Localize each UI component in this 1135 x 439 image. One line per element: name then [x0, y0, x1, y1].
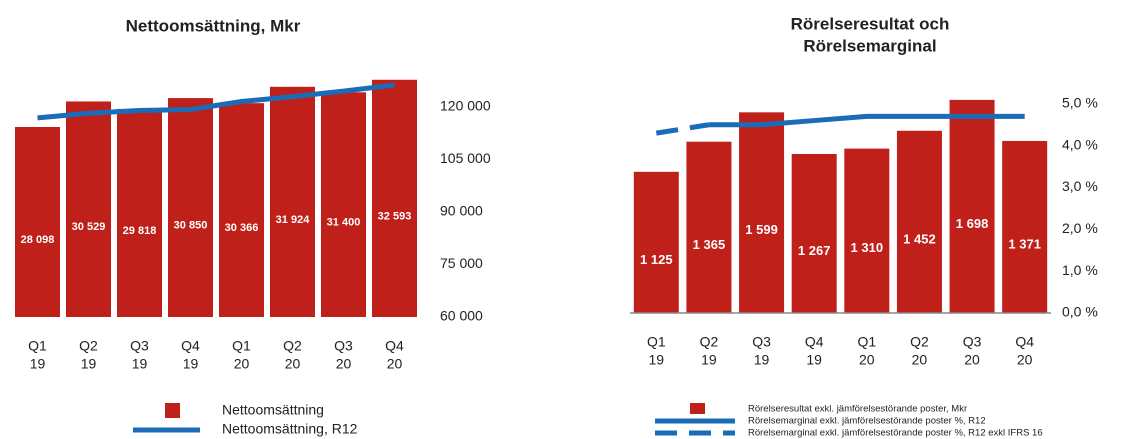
- x-tick-label: 19: [806, 352, 822, 368]
- x-tick-label: 19: [754, 352, 770, 368]
- chart-title: Nettoomsättning, Mkr: [126, 16, 301, 35]
- bar-value-label: 1 371: [1008, 236, 1041, 251]
- bar-value-label: 30 366: [225, 222, 259, 234]
- bar: [219, 103, 264, 317]
- x-tick-label: Q4: [181, 338, 200, 354]
- x-tick-label: Q3: [334, 338, 353, 354]
- legend-label: Rörelsemarginal exkl. jämförelsestörande…: [748, 428, 1043, 439]
- bar: [686, 141, 732, 313]
- chart-title: Rörelsemarginal: [803, 36, 936, 55]
- y2-tick-label: 105 000: [440, 150, 491, 166]
- y2-tick-label: 1,0 %: [1062, 262, 1098, 278]
- y2-tick-label: 75 000: [440, 255, 483, 271]
- legend-label: Nettoomsättning: [222, 402, 324, 418]
- x-tick-label: 20: [387, 356, 403, 372]
- legend-label: Rörelseresultat exkl. jämförelsestörande…: [748, 404, 967, 415]
- x-tick-label: 20: [964, 352, 980, 368]
- x-tick-label: Q3: [130, 338, 149, 354]
- bar-value-label: 1 599: [745, 222, 778, 237]
- bar: [66, 101, 111, 318]
- bar-value-label: 32 593: [378, 210, 412, 222]
- x-tick-label: 19: [81, 356, 97, 372]
- bar-value-label: 30 529: [72, 221, 106, 233]
- x-tick-label: Q4: [385, 338, 404, 354]
- bar: [949, 99, 995, 313]
- chart-title: Rörelseresultat och: [791, 14, 950, 33]
- y2-tick-label: 60 000: [440, 308, 483, 324]
- line-series: [708, 113, 1025, 128]
- bar-value-label: 30 850: [174, 219, 208, 231]
- x-tick-label: 19: [701, 352, 717, 368]
- bar: [372, 79, 417, 317]
- bar: [633, 171, 679, 313]
- bar: [15, 126, 60, 317]
- y2-tick-label: 90 000: [440, 203, 483, 219]
- bar-value-label: 1 267: [798, 243, 831, 258]
- x-tick-label: 20: [234, 356, 250, 372]
- x-tick-label: Q3: [752, 334, 771, 350]
- x-tick-label: 19: [30, 356, 46, 372]
- bar: [321, 92, 366, 317]
- bar: [1002, 140, 1048, 313]
- bar: [739, 112, 785, 313]
- bar-value-label: 28 098: [21, 234, 55, 246]
- x-tick-label: 19: [649, 352, 665, 368]
- x-tick-label: Q2: [700, 334, 719, 350]
- y2-tick-label: 0,0 %: [1062, 304, 1098, 320]
- x-tick-label: Q4: [1015, 334, 1034, 350]
- x-tick-label: Q3: [963, 334, 982, 350]
- bar: [844, 148, 890, 313]
- y2-tick-label: 3,0 %: [1062, 178, 1098, 194]
- y2-tick-label: 4,0 %: [1062, 136, 1098, 152]
- bar-value-label: 31 924: [276, 214, 311, 226]
- bar-value-label: 1 365: [693, 237, 726, 252]
- bar-value-label: 1 125: [640, 252, 673, 267]
- bar-value-label: 1 452: [903, 231, 936, 246]
- legend-label: Nettoomsättning, R12: [222, 421, 358, 437]
- bar: [117, 108, 162, 317]
- x-tick-label: Q1: [857, 334, 876, 350]
- legend-label: Rörelsemarginal exkl. jämförelsestörande…: [748, 416, 986, 427]
- bar-value-label: 1 698: [956, 216, 989, 231]
- x-tick-label: 19: [132, 356, 148, 372]
- bar-value-label: 31 400: [327, 217, 361, 229]
- line-series: [655, 122, 710, 136]
- x-tick-label: 20: [912, 352, 928, 368]
- x-tick-label: 20: [336, 356, 352, 372]
- bar: [168, 98, 213, 317]
- x-tick-label: Q1: [232, 338, 251, 354]
- x-tick-label: 20: [285, 356, 301, 372]
- x-tick-label: Q2: [283, 338, 302, 354]
- x-tick-label: Q1: [647, 334, 666, 350]
- y2-tick-label: 2,0 %: [1062, 220, 1098, 236]
- legend-swatch: [165, 403, 180, 418]
- x-tick-label: Q2: [79, 338, 98, 354]
- legend-swatch: [690, 403, 705, 414]
- x-tick-label: Q2: [910, 334, 929, 350]
- bar: [791, 153, 837, 313]
- y2-tick-label: 5,0 %: [1062, 95, 1098, 111]
- bar-value-label: 1 310: [851, 240, 884, 255]
- bar: [270, 86, 315, 317]
- bar-value-label: 29 818: [123, 225, 157, 237]
- y2-tick-label: 120 000: [440, 98, 491, 114]
- x-tick-label: Q4: [805, 334, 824, 350]
- line-series: [37, 82, 395, 121]
- x-tick-label: 20: [859, 352, 875, 368]
- bar: [896, 130, 942, 313]
- x-tick-label: 19: [183, 356, 199, 372]
- x-tick-label: 20: [1017, 352, 1033, 368]
- x-tick-label: Q1: [28, 338, 47, 354]
